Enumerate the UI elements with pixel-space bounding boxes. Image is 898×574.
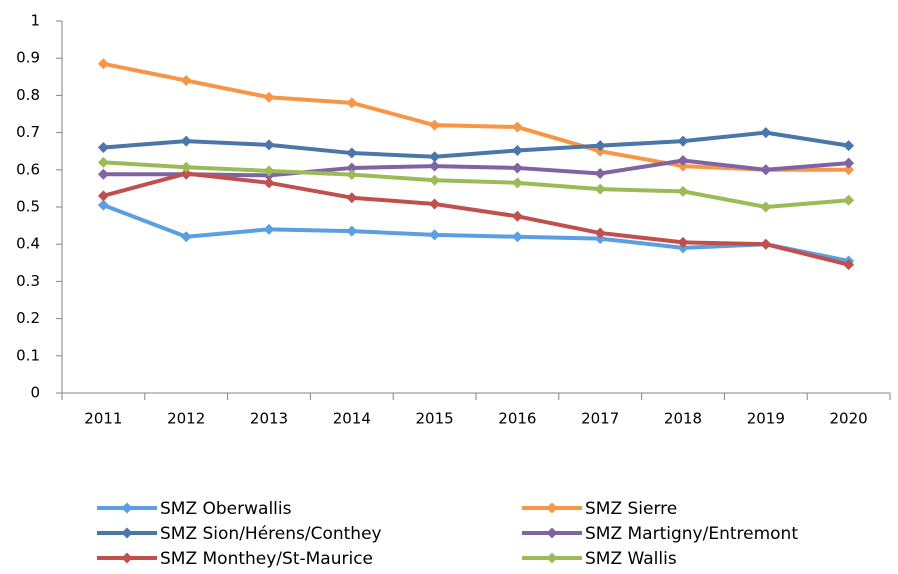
- series-line: [102, 203, 849, 263]
- marker: [429, 160, 441, 172]
- legend-marker: [121, 502, 133, 514]
- legend-marker: [546, 527, 558, 539]
- marker: [511, 121, 523, 133]
- x-tick-label: 2016: [498, 410, 536, 428]
- marker: [511, 231, 523, 243]
- marker: [346, 192, 358, 204]
- marker: [263, 177, 275, 189]
- marker: [180, 231, 192, 243]
- marker: [346, 147, 358, 159]
- marker: [263, 139, 275, 151]
- marker: [97, 168, 109, 180]
- x-tick-label: 2020: [830, 410, 868, 428]
- marker: [677, 236, 689, 248]
- marker: [263, 223, 275, 235]
- x-tick-label: 2019: [747, 410, 785, 428]
- marker: [180, 161, 192, 173]
- marker: [346, 97, 358, 109]
- x-tick-label: 2011: [84, 410, 122, 428]
- y-tick-label: 0.3: [16, 272, 40, 290]
- x-tick-label: 2015: [416, 410, 454, 428]
- marker: [843, 157, 855, 169]
- marker: [429, 151, 441, 163]
- series-line: [102, 171, 850, 267]
- marker: [677, 155, 689, 166]
- marker: [429, 119, 441, 131]
- marker: [97, 156, 109, 168]
- marker: [511, 177, 523, 189]
- legend-marker: [121, 527, 133, 539]
- y-tick-label: 1: [30, 12, 40, 30]
- marker: [594, 183, 606, 195]
- marker: [511, 144, 523, 156]
- series-line: [103, 158, 849, 178]
- marker: [594, 233, 606, 245]
- marker: [429, 174, 441, 186]
- marker: [594, 145, 606, 157]
- marker: [843, 194, 855, 206]
- marker: [429, 198, 441, 210]
- marker: [677, 185, 689, 197]
- series-line: [103, 160, 849, 209]
- legend-label: SMZ Sion/Hérens/Conthey: [160, 524, 382, 544]
- marker: [677, 135, 689, 147]
- x-tick-label: 2014: [333, 410, 371, 428]
- marker: [843, 140, 855, 152]
- marker: [594, 168, 606, 180]
- y-tick-label: 0.7: [16, 123, 40, 141]
- marker: [180, 75, 192, 87]
- x-tick-label: 2017: [581, 410, 619, 428]
- y-tick-label: 0: [30, 384, 40, 402]
- y-tick-label: 0.6: [16, 160, 40, 178]
- x-tick-label: 2018: [664, 410, 702, 428]
- series-line: [103, 130, 849, 159]
- x-tick-label: 2012: [167, 410, 205, 428]
- legend-label: SMZ Monthey/St-Maurice: [160, 549, 373, 569]
- marker: [346, 162, 358, 174]
- marker: [346, 225, 358, 237]
- marker: [594, 140, 606, 152]
- legend-label: SMZ Martigny/Entremont: [585, 524, 798, 544]
- legend-label: SMZ Sierre: [585, 499, 677, 519]
- x-tick-label: 2013: [250, 410, 288, 428]
- marker: [677, 160, 689, 172]
- marker: [180, 168, 192, 180]
- y-tick-label: 0.1: [16, 346, 40, 364]
- marker: [263, 91, 275, 103]
- marker: [97, 141, 109, 153]
- legend-label: SMZ Wallis: [585, 549, 677, 569]
- legend-marker: [546, 502, 558, 514]
- marker: [760, 127, 772, 139]
- marker: [511, 162, 523, 174]
- marker: [843, 259, 855, 271]
- y-tick-label: 0.8: [16, 86, 40, 104]
- marker: [760, 164, 772, 176]
- marker: [97, 199, 109, 211]
- marker: [263, 165, 275, 177]
- marker: [180, 135, 192, 147]
- marker: [843, 164, 855, 176]
- y-tick-label: 0.2: [16, 309, 40, 327]
- series-line: [103, 61, 849, 172]
- y-tick-label: 0.4: [16, 235, 40, 253]
- marker: [97, 58, 109, 70]
- marker: [677, 242, 689, 254]
- legend-marker: [546, 552, 558, 564]
- legend-marker: [121, 552, 133, 564]
- y-tick-label: 0.5: [16, 198, 40, 216]
- marker: [760, 201, 772, 213]
- marker: [97, 190, 109, 202]
- marker: [511, 210, 523, 222]
- legend-label: SMZ Oberwallis: [160, 499, 292, 519]
- y-tick-label: 0.9: [16, 49, 40, 67]
- marker: [429, 229, 441, 241]
- marker: [346, 169, 358, 181]
- marker: [594, 227, 606, 239]
- marker: [760, 238, 772, 250]
